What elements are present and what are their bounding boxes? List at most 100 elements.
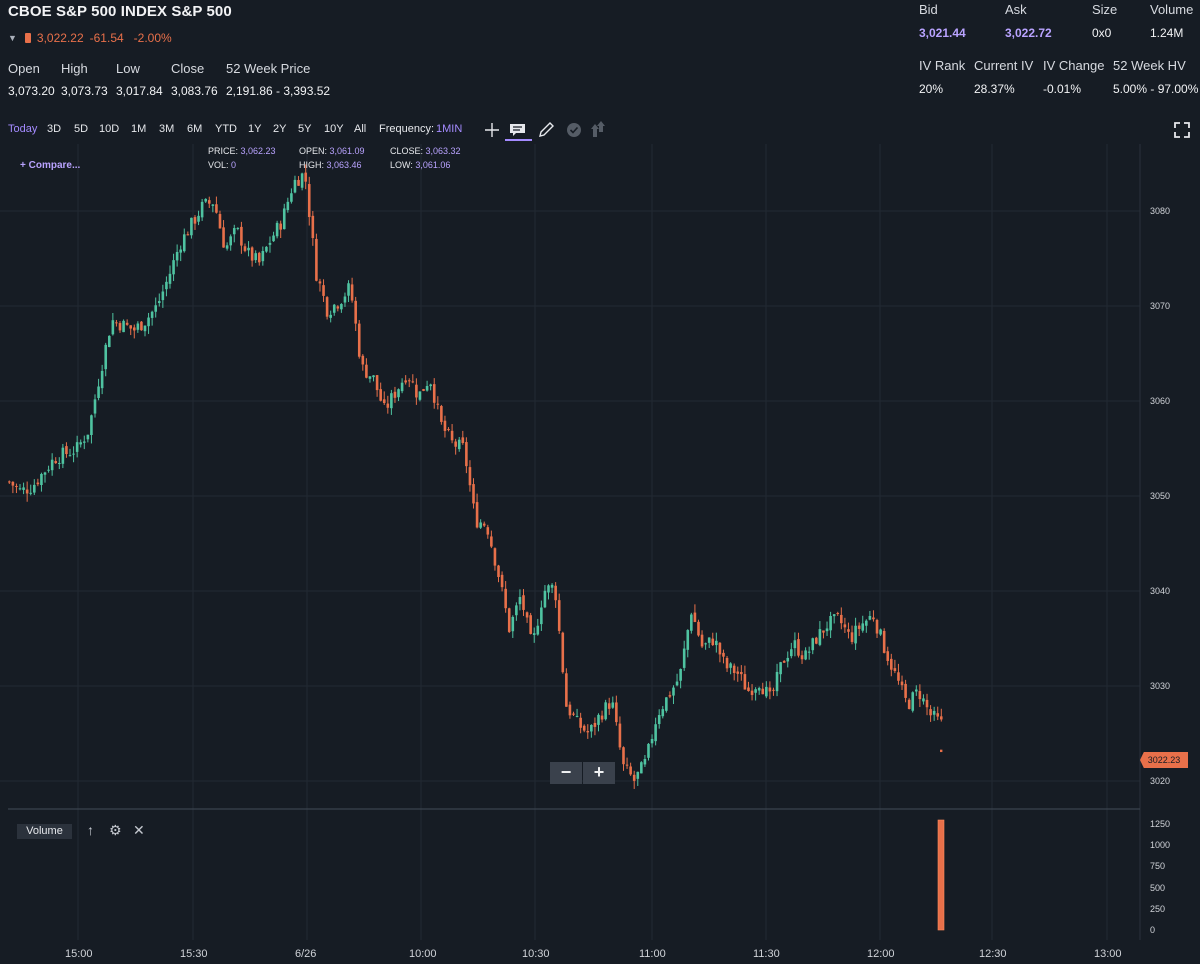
candle (368, 376, 372, 383)
timeframe-6m[interactable]: 6M (187, 123, 203, 135)
current-iv-value: 28.37% (974, 82, 1015, 96)
vol-tick-500: 500 (1150, 883, 1166, 893)
candle (232, 224, 236, 243)
candle (415, 378, 418, 405)
x-tick-1530: 15:30 (180, 948, 208, 960)
timeframe-5d[interactable]: 5D (74, 123, 89, 135)
candle (618, 716, 622, 750)
candle (532, 627, 536, 643)
candle (932, 706, 936, 721)
candle (868, 610, 872, 621)
volume-bar (937, 819, 945, 931)
candle (811, 637, 815, 655)
candlestick-series (8, 164, 943, 789)
candle (397, 388, 400, 402)
iv-rank-value: 20% (919, 82, 944, 96)
chevron-down-icon[interactable]: ▼ (8, 33, 17, 43)
crosshair-icon[interactable] (482, 120, 502, 140)
tooltip-open: 3,061.09 (329, 146, 365, 156)
candle (697, 619, 700, 637)
candle (772, 687, 775, 696)
fullscreen-icon[interactable] (1172, 120, 1192, 140)
volume-panel-label: Volume (17, 824, 72, 839)
candle (40, 472, 43, 492)
candle (825, 621, 829, 636)
candle (786, 651, 790, 668)
candle (157, 293, 161, 307)
stat-high-label: High (61, 61, 88, 76)
candle (540, 600, 543, 631)
compare-button[interactable]: + Compare... (20, 160, 81, 171)
price-change-line: ▼ 3,022.22 -61.54 -2.00% (8, 31, 172, 45)
zoom-out-button[interactable]: − (550, 762, 582, 784)
candle (154, 297, 158, 318)
candle (886, 646, 890, 666)
candle (132, 324, 136, 339)
candle (690, 612, 693, 634)
timeframe-10y[interactable]: 10Y (324, 123, 344, 135)
candle (357, 320, 361, 359)
candle (175, 244, 179, 267)
candle (936, 706, 940, 721)
candle (907, 698, 911, 710)
tooltip-close: 3,063.32 (425, 146, 461, 156)
candle (879, 628, 882, 636)
gear-icon[interactable]: ⚙ (109, 822, 122, 838)
timeframe-2y[interactable]: 2Y (273, 123, 287, 135)
candle (136, 321, 140, 333)
timeframe-3d[interactable]: 3D (47, 123, 62, 135)
candle (25, 481, 29, 502)
candle (143, 325, 147, 337)
candle (204, 198, 207, 203)
timeframe-5y[interactable]: 5Y (298, 123, 312, 135)
candle (654, 717, 657, 746)
timeframe-10d[interactable]: 10D (99, 123, 120, 135)
arrow-up-icon[interactable]: ↑ (87, 822, 94, 838)
candle (493, 547, 497, 571)
frequency-dropdown[interactable]: 1MIN (436, 123, 463, 135)
check-circle-icon[interactable] (564, 120, 584, 140)
candle (386, 395, 390, 414)
pencil-icon[interactable] (536, 120, 556, 140)
candle (890, 653, 893, 677)
candle (847, 622, 850, 639)
x-tick-1130: 11:30 (753, 948, 780, 960)
zoom-in-button[interactable]: + (583, 762, 615, 784)
candle (361, 354, 365, 371)
candle (72, 446, 75, 463)
timeframe-1y[interactable]: 1Y (248, 123, 262, 135)
timeframe-1m[interactable]: 1M (131, 123, 147, 135)
timeframe-3m[interactable]: 3M (159, 123, 175, 135)
timeframe-today[interactable]: Today (8, 123, 38, 135)
candle (707, 637, 711, 649)
candle (815, 636, 818, 645)
share-icon[interactable] (588, 120, 608, 140)
close-icon[interactable]: ✕ (133, 822, 145, 838)
candle (679, 668, 682, 689)
candle (686, 629, 690, 658)
candle (800, 650, 804, 664)
candle (529, 612, 532, 635)
candle (318, 278, 322, 292)
tooltip-high-label: HIGH: (299, 160, 325, 170)
candle (600, 710, 604, 723)
volume-series (937, 819, 945, 931)
candle (254, 250, 257, 263)
candle (165, 276, 168, 297)
candle (918, 684, 922, 708)
candle (515, 602, 518, 621)
candle (625, 757, 629, 769)
timeframe-all[interactable]: All (354, 123, 367, 135)
timeframe-ytd[interactable]: YTD (215, 123, 237, 135)
notes-icon[interactable] (508, 120, 528, 140)
hv-52week-label: 52 Week HV (1113, 58, 1186, 73)
candle (454, 438, 457, 455)
tooltip-high: 3,063.46 (326, 160, 362, 170)
candle (632, 770, 636, 789)
last-candle (940, 749, 943, 753)
candle (657, 709, 661, 729)
y-tick-3060: 3060 (1150, 396, 1171, 406)
candle (47, 465, 50, 473)
candle (182, 228, 186, 253)
